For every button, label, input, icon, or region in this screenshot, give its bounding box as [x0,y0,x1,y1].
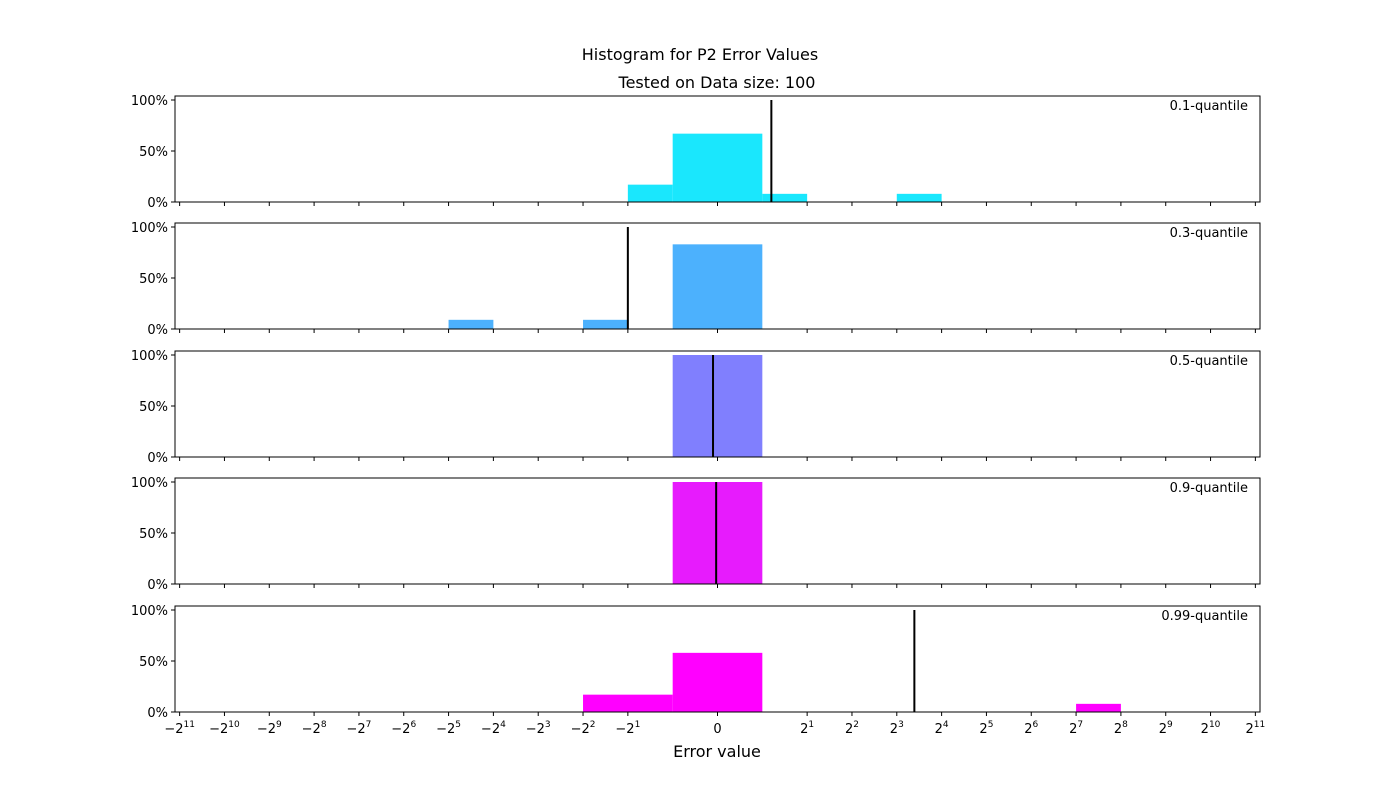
x-tick-label: −210 [209,720,240,737]
quantile-label: 0.9-quantile [1170,481,1248,496]
histogram-bar [762,193,808,202]
y-tick-label: 100% [131,349,168,364]
y-tick-label: 0% [147,451,168,466]
histogram-bar [627,184,673,202]
x-tick-label: 28 [1114,720,1128,737]
y-tick-label: 50% [139,400,168,415]
y-tick-label: 0% [147,706,168,721]
quantile-label: 0.3-quantile [1170,226,1248,241]
y-tick-label: 50% [139,655,168,670]
y-tick-label: 100% [131,476,168,491]
figure-suptitle: Histogram for P2 Error Values [582,45,818,64]
y-tick-label: 0% [147,578,168,593]
x-tick-label: 22 [845,720,859,737]
histogram-bar [1076,703,1121,712]
panels-group: 0% 50% 100% 0.1-quantile 0% 50% 100% 0.3-quanti… [131,94,1265,737]
x-tick-label: 211 [1246,720,1266,737]
x-tick-label: 25 [979,720,993,737]
histogram-bar [896,193,942,202]
histogram-bar [672,482,763,584]
quantile-label: 0.5-quantile [1170,354,1248,369]
y-tick-label: 0% [147,196,168,211]
x-tick-label: 210 [1201,720,1221,737]
x-tick-label: −27 [346,720,371,737]
x-tick-label: −211 [164,720,195,737]
x-tick-label: 26 [1024,720,1038,737]
histogram-bar [672,652,763,712]
y-tick-label: 50% [139,272,168,287]
y-tick-label: 100% [131,604,168,619]
y-tick-label: 50% [139,145,168,160]
x-tick-label: 21 [800,720,814,737]
x-tick-label: −22 [571,720,596,737]
x-tick-label: −29 [257,720,282,737]
x-axis-label: Error value [673,742,761,761]
histogram-bar [583,694,673,712]
histogram-bar [448,319,494,329]
y-tick-label: 0% [147,323,168,338]
x-tick-label: −26 [391,720,416,737]
y-tick-label: 100% [131,221,168,236]
x-tick-label: 29 [1159,720,1173,737]
y-tick-label: 100% [131,94,168,109]
x-tick-label: −25 [436,720,461,737]
figure-title: Tested on Data size: 100 [618,73,816,92]
y-tick-label: 50% [139,527,168,542]
x-tick-label: 27 [1069,720,1083,737]
x-tick-label: 24 [935,720,949,737]
x-tick-label: 0 [713,722,721,737]
quantile-label: 0.99-quantile [1161,609,1248,624]
histogram-bar [672,133,763,202]
x-tick-label: −23 [526,720,551,737]
x-tick-label: 23 [890,720,904,737]
histogram-bar [672,244,763,329]
quantile-label: 0.1-quantile [1170,99,1248,114]
x-tick-label: −24 [481,720,506,737]
histogram-bar [672,355,763,457]
histogram-bar [583,319,628,329]
x-tick-label: −28 [302,720,327,737]
x-tick-label: −21 [615,720,640,737]
